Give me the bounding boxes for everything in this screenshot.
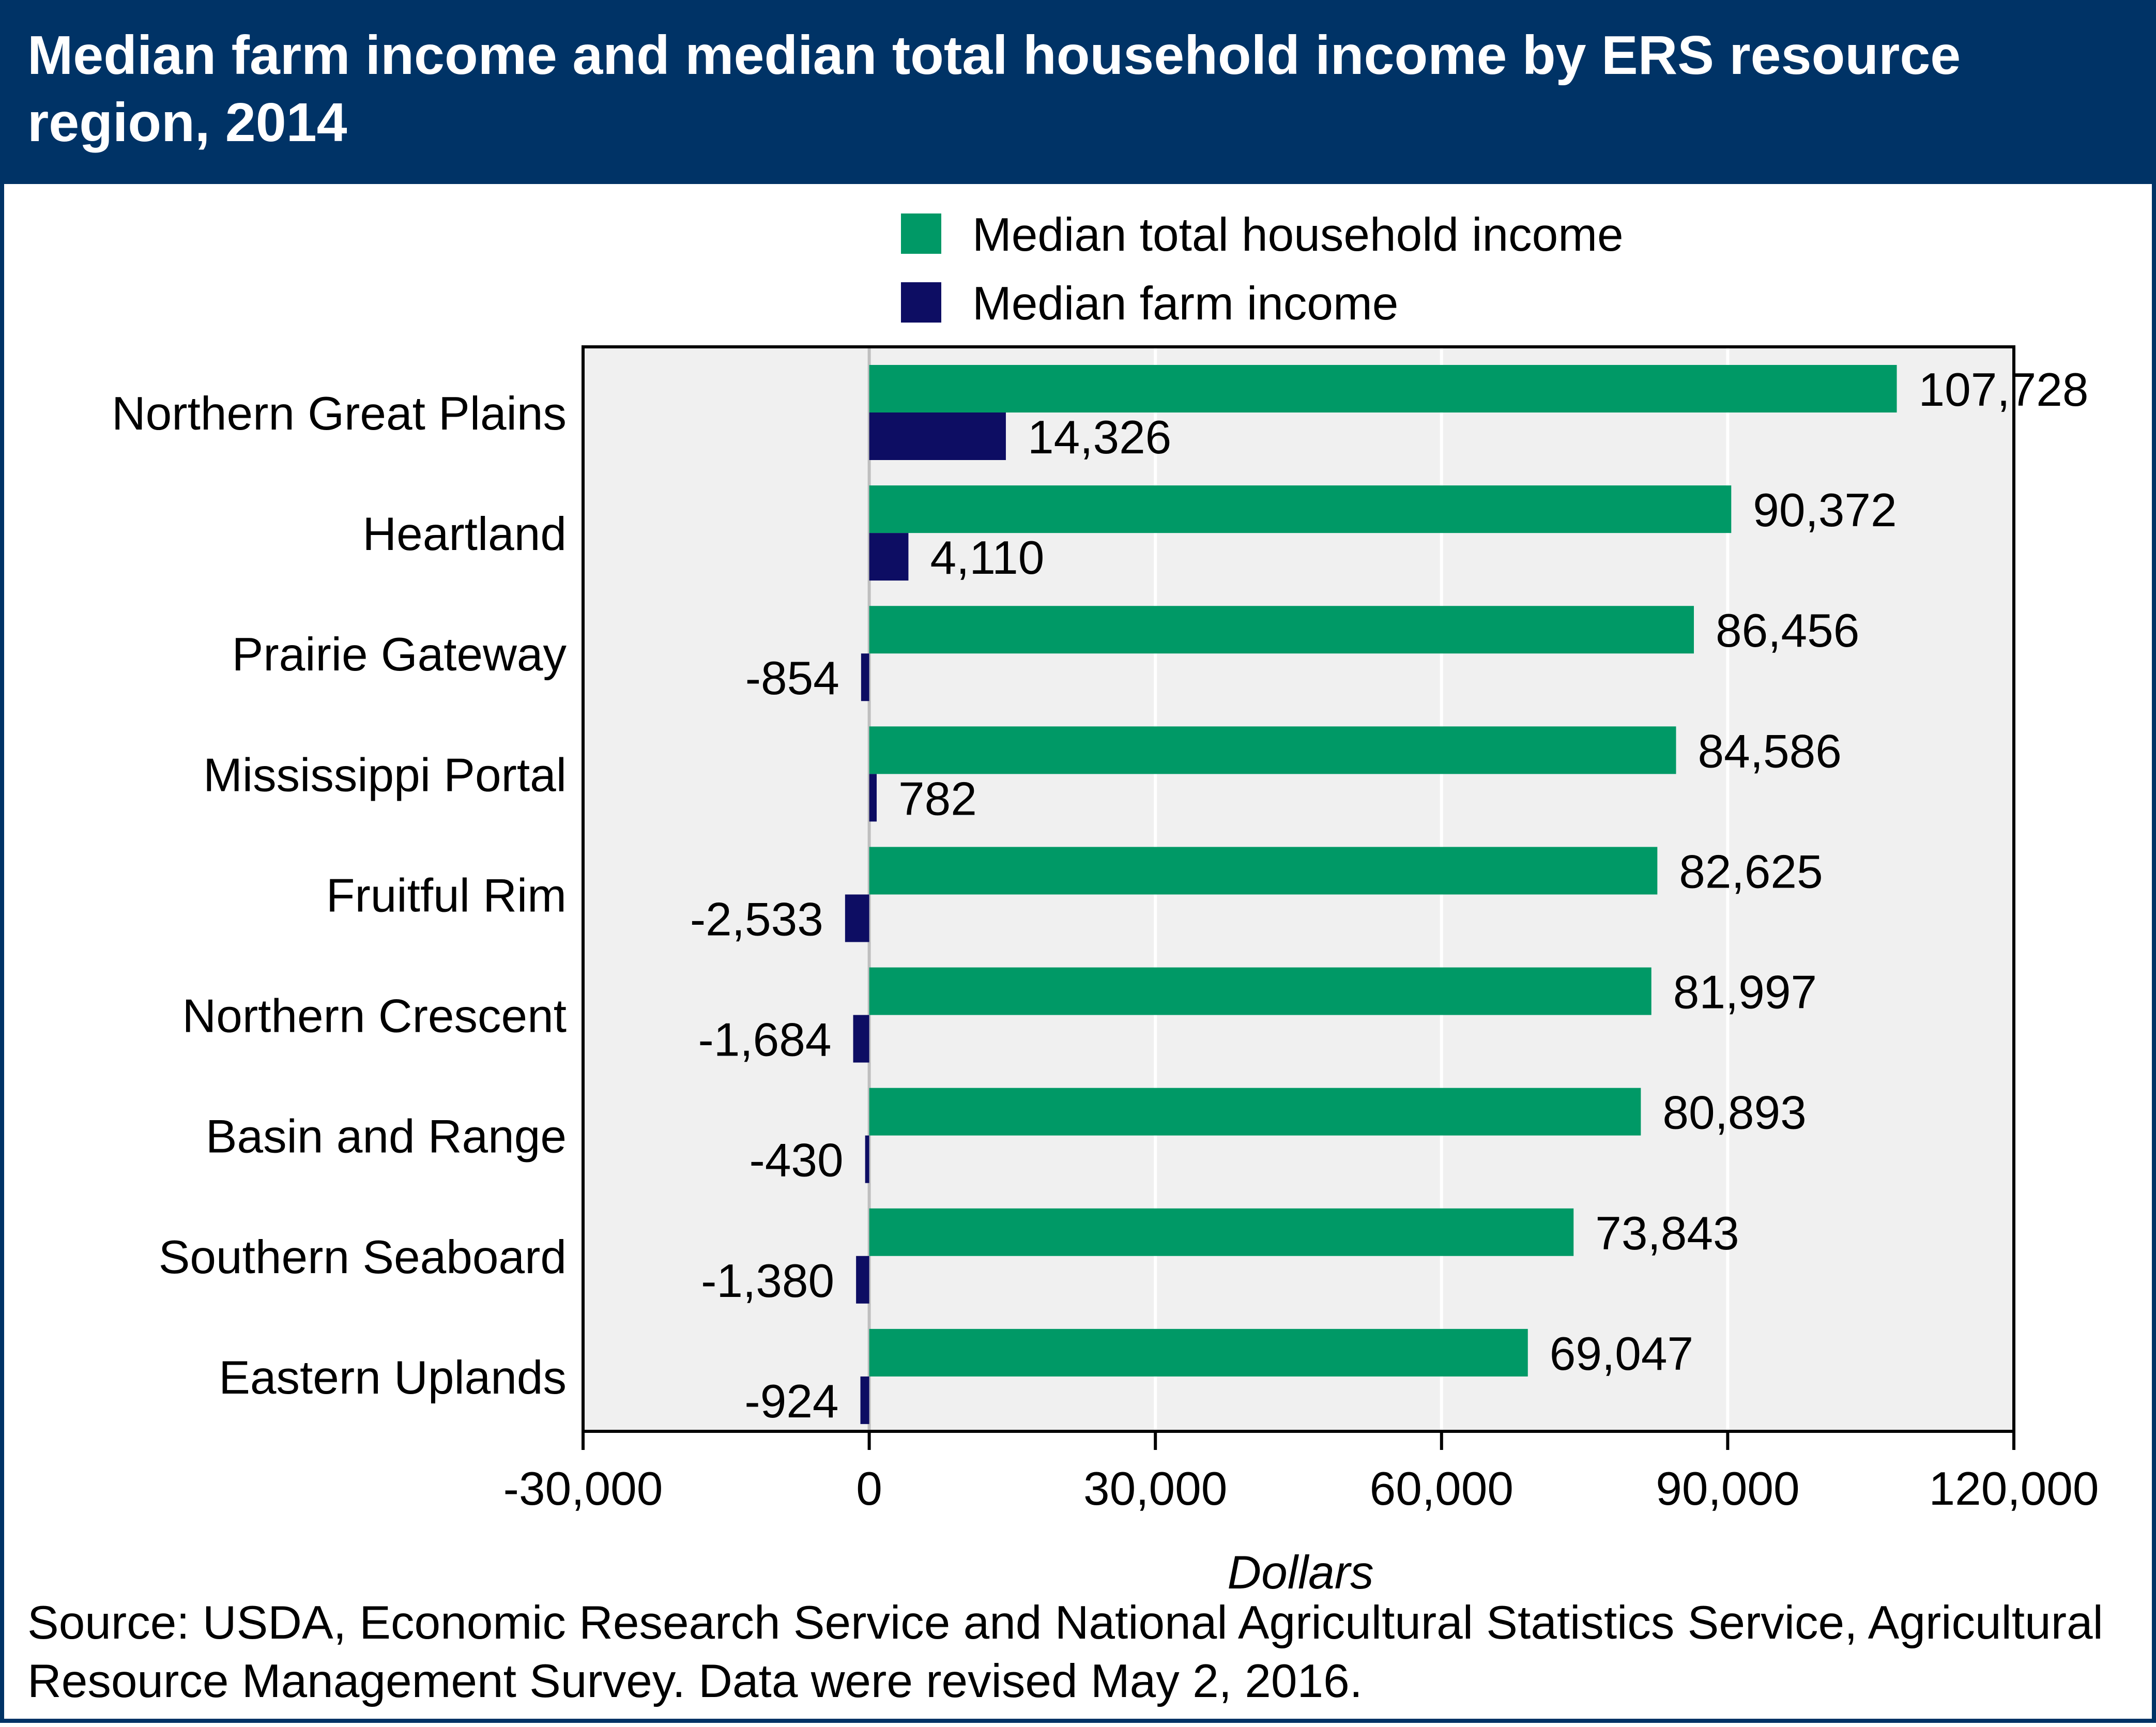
farm-income-bar bbox=[853, 1015, 869, 1063]
farm-income-bar bbox=[856, 1256, 869, 1304]
farm-income-label: 4,110 bbox=[930, 532, 1044, 584]
farm-income-label: 782 bbox=[898, 773, 977, 825]
farm-income-bar bbox=[860, 1376, 869, 1424]
x-axis: -30,000 0 30,000 60,000 90,000 120,000 bbox=[503, 1431, 2099, 1515]
household-income-label: 86,456 bbox=[1716, 605, 1859, 657]
category-label: Fruitful Rim bbox=[326, 869, 567, 922]
farm-income-bar bbox=[845, 894, 869, 942]
source-note: Source: USDA, Economic Research Service … bbox=[27, 1597, 2103, 1707]
category-label: Heartland bbox=[362, 508, 567, 560]
household-income-bar bbox=[869, 1328, 1528, 1377]
farm-income-label: -1,684 bbox=[698, 1014, 831, 1066]
household-income-bar bbox=[869, 967, 1652, 1015]
plot-border bbox=[582, 345, 2015, 1433]
category-label: Basin and Range bbox=[206, 1111, 567, 1163]
bars: 107,728 14,326 90,372 4,110 86,456 -854 84,586… bbox=[690, 364, 2089, 1428]
category-label: Eastern Uplands bbox=[219, 1352, 567, 1404]
category-label: Southern Seaboard bbox=[159, 1231, 567, 1283]
category-label: Northern Great Plains bbox=[112, 388, 567, 440]
household-income-label: 90,372 bbox=[1753, 484, 1897, 537]
farm-income-bar bbox=[861, 653, 869, 701]
household-income-label: 82,625 bbox=[1679, 846, 1823, 898]
x-tick-label: 120,000 bbox=[1929, 1463, 2099, 1515]
category-label: Prairie Gateway bbox=[232, 629, 567, 681]
legend-label: Median farm income bbox=[972, 278, 1398, 330]
household-income-bar bbox=[869, 1088, 1641, 1136]
farm-income-bar bbox=[869, 533, 909, 581]
legend-swatch-farm bbox=[901, 282, 941, 323]
household-income-bar bbox=[869, 1208, 1574, 1256]
farm-income-label: -924 bbox=[744, 1376, 838, 1428]
farm-income-label: -2,533 bbox=[690, 893, 823, 945]
farm-income-bar bbox=[869, 412, 1006, 460]
legend-label: Median total household income bbox=[972, 209, 1624, 261]
farm-income-bar bbox=[869, 774, 877, 822]
farm-income-bar bbox=[865, 1135, 869, 1183]
x-tick-label: 90,000 bbox=[1656, 1463, 1799, 1515]
farm-income-label: -1,380 bbox=[701, 1255, 834, 1307]
x-tick-label: 0 bbox=[856, 1463, 882, 1515]
household-income-bar bbox=[869, 726, 1676, 774]
x-axis-title: Dollars bbox=[1227, 1547, 1373, 1599]
farm-income-label: -854 bbox=[745, 652, 839, 705]
household-income-label: 81,997 bbox=[1673, 967, 1817, 1019]
household-income-label: 84,586 bbox=[1698, 725, 1841, 777]
household-income-label: 107,728 bbox=[1919, 364, 2089, 416]
legend-swatch-household bbox=[901, 213, 941, 254]
farm-income-label: 14,326 bbox=[1028, 411, 1171, 464]
household-income-bar bbox=[869, 847, 1658, 895]
household-income-bar bbox=[869, 606, 1694, 654]
household-income-bar bbox=[869, 365, 1897, 412]
household-income-label: 73,843 bbox=[1595, 1208, 1739, 1260]
chart-svg: 107,728 14,326 90,372 4,110 86,456 -854 84,586… bbox=[112, 209, 2099, 1599]
x-tick-label: 30,000 bbox=[1083, 1463, 1227, 1515]
category-labels: Northern Great Plains Heartland Prairie Ga… bbox=[112, 388, 567, 1404]
farm-income-label: -430 bbox=[750, 1135, 844, 1187]
household-income-bar bbox=[869, 485, 1732, 533]
category-label: Mississippi Portal bbox=[203, 749, 567, 801]
household-income-label: 69,047 bbox=[1550, 1328, 1693, 1380]
legend: Median total household income Median farm… bbox=[901, 209, 1624, 330]
title-bar: Median farm income and median total hous… bbox=[4, 4, 2156, 184]
x-tick-label: -30,000 bbox=[503, 1463, 663, 1515]
category-label: Northern Crescent bbox=[182, 990, 567, 1043]
household-income-label: 80,893 bbox=[1662, 1087, 1806, 1139]
chart-title: Median farm income and median total hous… bbox=[27, 25, 1961, 153]
x-tick-label: 60,000 bbox=[1370, 1463, 1513, 1515]
